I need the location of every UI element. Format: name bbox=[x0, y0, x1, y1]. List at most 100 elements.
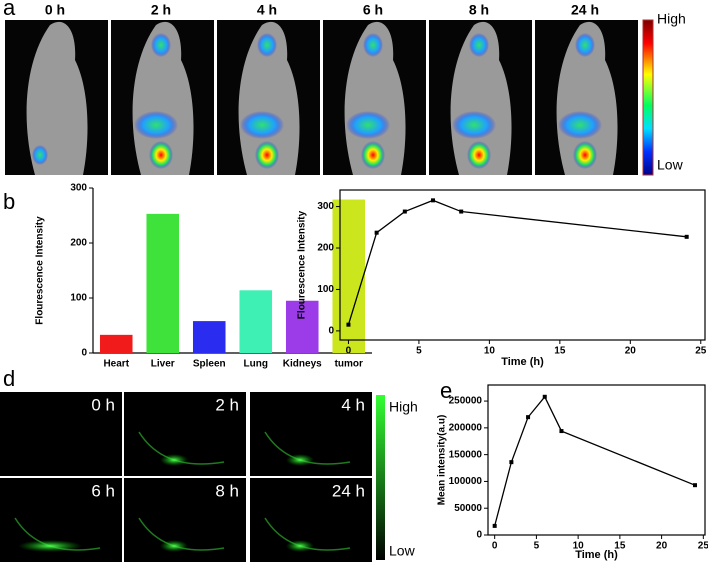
signal bbox=[149, 141, 173, 169]
signal bbox=[18, 540, 82, 552]
signal bbox=[575, 33, 595, 57]
bar bbox=[332, 199, 366, 353]
marker bbox=[684, 234, 689, 239]
x-tick-label: 10 bbox=[573, 541, 585, 552]
y-tick-label: 200000 bbox=[449, 422, 483, 433]
signal bbox=[346, 111, 390, 139]
marker bbox=[526, 415, 531, 420]
line bbox=[347, 199, 687, 325]
signal bbox=[160, 540, 188, 552]
plot-frame bbox=[339, 189, 706, 341]
signal bbox=[32, 145, 48, 165]
x-tick-label: 0 bbox=[492, 541, 498, 552]
plot-frame bbox=[487, 384, 706, 536]
y-tick-label: 50000 bbox=[454, 503, 482, 514]
y-tick-label: 200 bbox=[317, 243, 334, 254]
x-tick-label: 0 bbox=[346, 346, 352, 357]
bar bbox=[192, 321, 226, 353]
signal bbox=[257, 33, 277, 57]
fluorescence-image bbox=[0, 392, 122, 476]
time-label: 4 h bbox=[257, 2, 277, 18]
time-label: 24 h bbox=[332, 481, 365, 500]
x-tick-label: Lung bbox=[244, 359, 268, 370]
time-label: 8 h bbox=[215, 481, 239, 500]
panel-label: e bbox=[440, 378, 452, 403]
signal bbox=[286, 540, 314, 552]
y-tick-label: 300 bbox=[70, 183, 87, 194]
bar bbox=[146, 213, 180, 353]
colorbar bbox=[642, 19, 654, 176]
marker bbox=[509, 460, 514, 465]
signal bbox=[467, 141, 491, 169]
time-label: 0 h bbox=[91, 395, 115, 414]
time-label: 2 h bbox=[151, 2, 171, 18]
signal bbox=[361, 141, 385, 169]
signal bbox=[452, 111, 496, 139]
marker bbox=[692, 483, 697, 488]
y-tick-label: 100000 bbox=[449, 476, 483, 487]
mouse-body bbox=[26, 21, 88, 175]
bar bbox=[285, 300, 319, 353]
signal bbox=[286, 454, 314, 466]
signal bbox=[469, 33, 489, 57]
y-tick-label: 200 bbox=[70, 238, 87, 249]
y-tick-label: 100 bbox=[70, 293, 87, 304]
time-label: 6 h bbox=[91, 481, 115, 500]
x-tick-label: 10 bbox=[484, 346, 496, 357]
colorbar-low: Low bbox=[657, 157, 684, 173]
signal bbox=[573, 141, 597, 169]
y-tick-label: 250000 bbox=[449, 396, 483, 407]
x-tick-label: 20 bbox=[625, 346, 637, 357]
marker bbox=[374, 230, 379, 235]
x-tick-label: Heart bbox=[103, 359, 129, 370]
x-tick-label: Kidneys bbox=[283, 359, 322, 370]
marker bbox=[542, 394, 547, 399]
colorbar-low: Low bbox=[389, 543, 416, 559]
marker bbox=[346, 322, 351, 327]
bar bbox=[99, 334, 133, 353]
y-axis-label: Flourescence Intensity bbox=[297, 210, 308, 319]
panel-label: a bbox=[3, 0, 16, 20]
y-tick-label: 0 bbox=[328, 326, 334, 337]
signal bbox=[134, 111, 178, 139]
y-tick-label: 300 bbox=[317, 201, 334, 212]
colorbar-high: High bbox=[389, 399, 418, 415]
y-axis-label: Mean intensity(a.u) bbox=[437, 415, 448, 506]
marker bbox=[459, 209, 464, 214]
x-tick-label: 25 bbox=[695, 346, 707, 357]
colorbar bbox=[376, 395, 385, 560]
x-axis-label: Time (h) bbox=[575, 549, 618, 561]
x-tick-label: 5 bbox=[416, 346, 422, 357]
marker bbox=[559, 429, 564, 434]
time-label: 4 h bbox=[341, 395, 365, 414]
x-tick-label: 15 bbox=[614, 541, 626, 552]
signal bbox=[240, 111, 284, 139]
signal bbox=[255, 141, 279, 169]
signal bbox=[558, 111, 602, 139]
bar bbox=[239, 290, 273, 353]
signal bbox=[151, 33, 171, 57]
x-tick-label: 20 bbox=[656, 541, 668, 552]
x-tick-label: tumor bbox=[335, 359, 363, 370]
marker bbox=[402, 209, 407, 214]
y-tick-label: 100 bbox=[317, 284, 334, 295]
signal bbox=[363, 33, 383, 57]
colorbar-high: High bbox=[657, 11, 686, 27]
x-tick-label: Liver bbox=[151, 359, 175, 370]
chart: 0 100 200 300 Flourescence Intensity Heart Liv… bbox=[35, 183, 372, 370]
y-tick-label: 150000 bbox=[449, 449, 483, 460]
marker bbox=[431, 198, 436, 203]
images bbox=[0, 20, 638, 562]
y-tick-label: 0 bbox=[476, 530, 482, 541]
panel-label: d bbox=[3, 366, 15, 391]
x-tick-label: Spleen bbox=[193, 359, 226, 370]
y-tick-label: 0 bbox=[81, 348, 87, 359]
time-label: 8 h bbox=[469, 2, 489, 18]
marker bbox=[492, 523, 497, 528]
panel-label: b bbox=[3, 189, 15, 214]
time-label: 24 h bbox=[571, 2, 599, 18]
x-tick-label: 5 bbox=[534, 541, 540, 552]
y-axis-label: Flourescence Intensity bbox=[35, 216, 46, 325]
